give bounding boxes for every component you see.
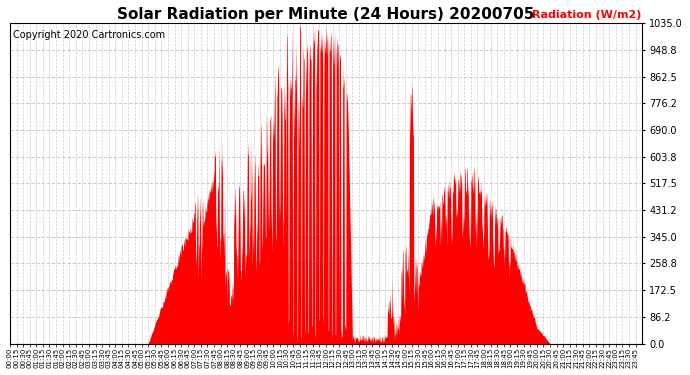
- Text: Radiation (W/m2): Radiation (W/m2): [532, 10, 642, 20]
- Text: Copyright 2020 Cartronics.com: Copyright 2020 Cartronics.com: [13, 30, 165, 39]
- Title: Solar Radiation per Minute (24 Hours) 20200705: Solar Radiation per Minute (24 Hours) 20…: [117, 7, 535, 22]
